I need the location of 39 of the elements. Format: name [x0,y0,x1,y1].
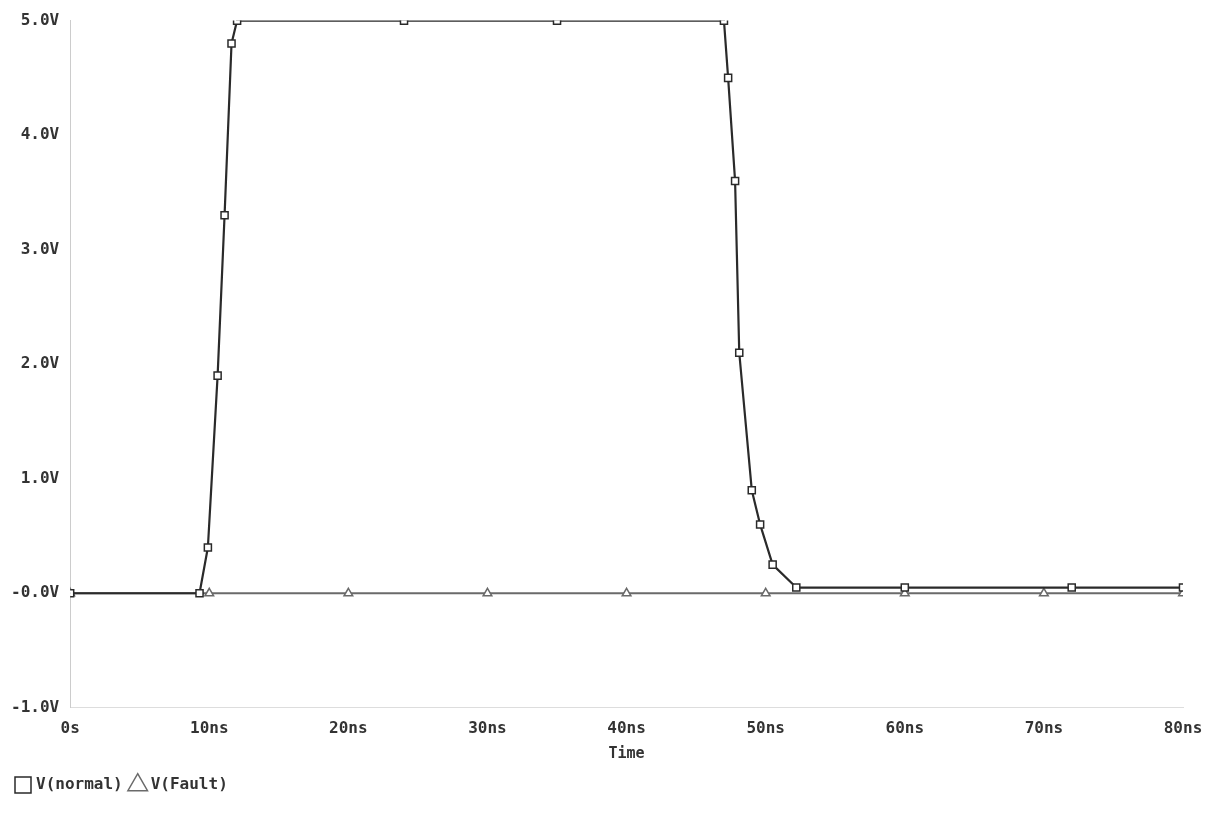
point [621,587,632,597]
y-tick-label: 2.0V [20,353,60,373]
x-tick-label: 80ns [1163,717,1203,737]
point [747,485,757,495]
point [1038,587,1049,597]
y-tick-label: 1.0V [20,467,60,487]
y-tick-label: -1.0V [10,696,60,716]
x-tick-label: 60ns [885,717,925,737]
x-tick-label: 40ns [607,717,646,737]
point [792,583,801,592]
x-tick-label: 10ns [190,717,229,737]
point [482,587,493,597]
point [203,543,213,552]
point [730,176,740,186]
point [723,73,733,83]
y-tick-label: -0.0V [10,582,60,602]
point [900,583,910,592]
point [213,371,222,380]
point [204,587,215,597]
x-tick-label: 70ns [1024,717,1064,737]
point [760,587,771,597]
x-tick-label: 50ns [746,717,785,737]
legend-label: V(Fault) [150,774,228,794]
legend-label: V(normal) [36,774,123,794]
x-tick-label: 20ns [329,717,368,737]
point [220,211,229,220]
point [227,39,236,48]
x-axis-title: Time [608,743,645,762]
point [755,520,765,529]
point [195,588,204,598]
point [343,587,354,597]
x-tick-label: 30ns [468,717,507,737]
y-tick-label: 3.0V [20,238,60,258]
point [768,560,777,569]
y-tick-label: 5.0V [20,9,60,29]
point [1067,583,1076,592]
point [734,348,744,358]
x-tick-label: 0s [60,717,80,737]
y-tick-label: 4.0V [20,124,60,144]
